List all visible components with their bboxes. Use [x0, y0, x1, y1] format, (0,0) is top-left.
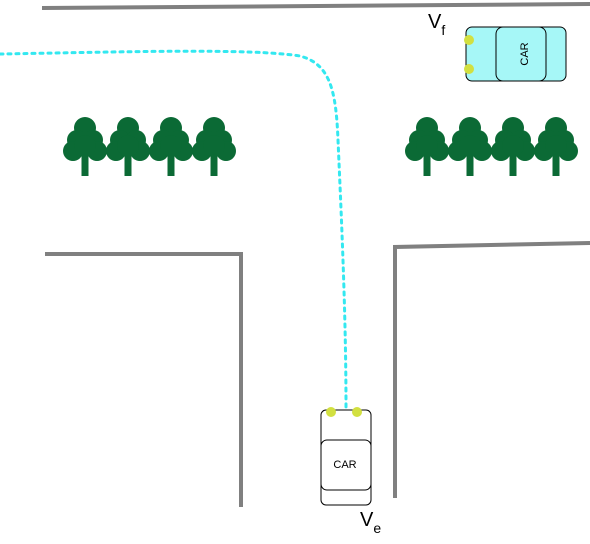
lower-right-road-edge	[393, 241, 590, 498]
front-vehicle: CAR Vf	[428, 11, 567, 82]
ego-vehicle-label-main: V	[360, 509, 374, 531]
ego-vehicle-label: Ve	[360, 509, 381, 536]
front-vehicle-label-main: V	[428, 11, 442, 33]
ego-vehicle: CAR Ve	[320, 407, 381, 536]
front-vehicle-sensor-bottom	[464, 64, 474, 74]
front-vehicle-cabin	[495, 26, 547, 82]
tree-foliage	[203, 135, 225, 157]
ego-vehicle-cabin	[320, 439, 372, 491]
ego-vehicle-car-text: CAR	[333, 459, 356, 471]
tree-foliage	[74, 135, 96, 157]
lower-left-road-edge	[45, 252, 243, 507]
tree-icon	[491, 117, 535, 176]
tree-foliage	[416, 135, 438, 157]
front-vehicle-car-text: CAR	[519, 42, 531, 65]
tree-foliage	[545, 135, 567, 157]
tree-trunk	[466, 155, 474, 176]
front-vehicle-label: Vf	[428, 11, 445, 38]
tree-icon	[405, 117, 449, 176]
tree-trunk	[81, 155, 89, 176]
ego-vehicle-sensor-left	[326, 407, 336, 417]
tree-icon	[534, 117, 578, 176]
tree-group-right	[405, 117, 578, 176]
tree-icon	[63, 117, 107, 176]
tree-trunk	[167, 155, 175, 176]
tree-icon	[448, 117, 492, 176]
tree-foliage	[117, 135, 139, 157]
road-walls	[41, 2, 590, 507]
tree-trunk	[423, 155, 431, 176]
tree-trunk	[552, 155, 560, 176]
top-road-edge	[41, 2, 590, 10]
tree-trunk	[509, 155, 517, 176]
front-vehicle-sensor-top	[464, 35, 474, 45]
tree-icon	[149, 117, 193, 176]
tree-icon	[192, 117, 236, 176]
ego-vehicle-sensor-right	[352, 407, 362, 417]
tree-trunk	[210, 155, 218, 176]
ego-trajectory-path	[0, 49, 348, 410]
tree-foliage	[502, 135, 524, 157]
front-vehicle-label-sub: f	[441, 22, 445, 38]
tree-trunk	[124, 155, 132, 176]
tree-group-left	[63, 117, 236, 176]
tree-icon	[106, 117, 150, 176]
tree-foliage	[160, 135, 182, 157]
tree-foliage	[459, 135, 481, 157]
ego-vehicle-label-sub: e	[373, 520, 381, 536]
